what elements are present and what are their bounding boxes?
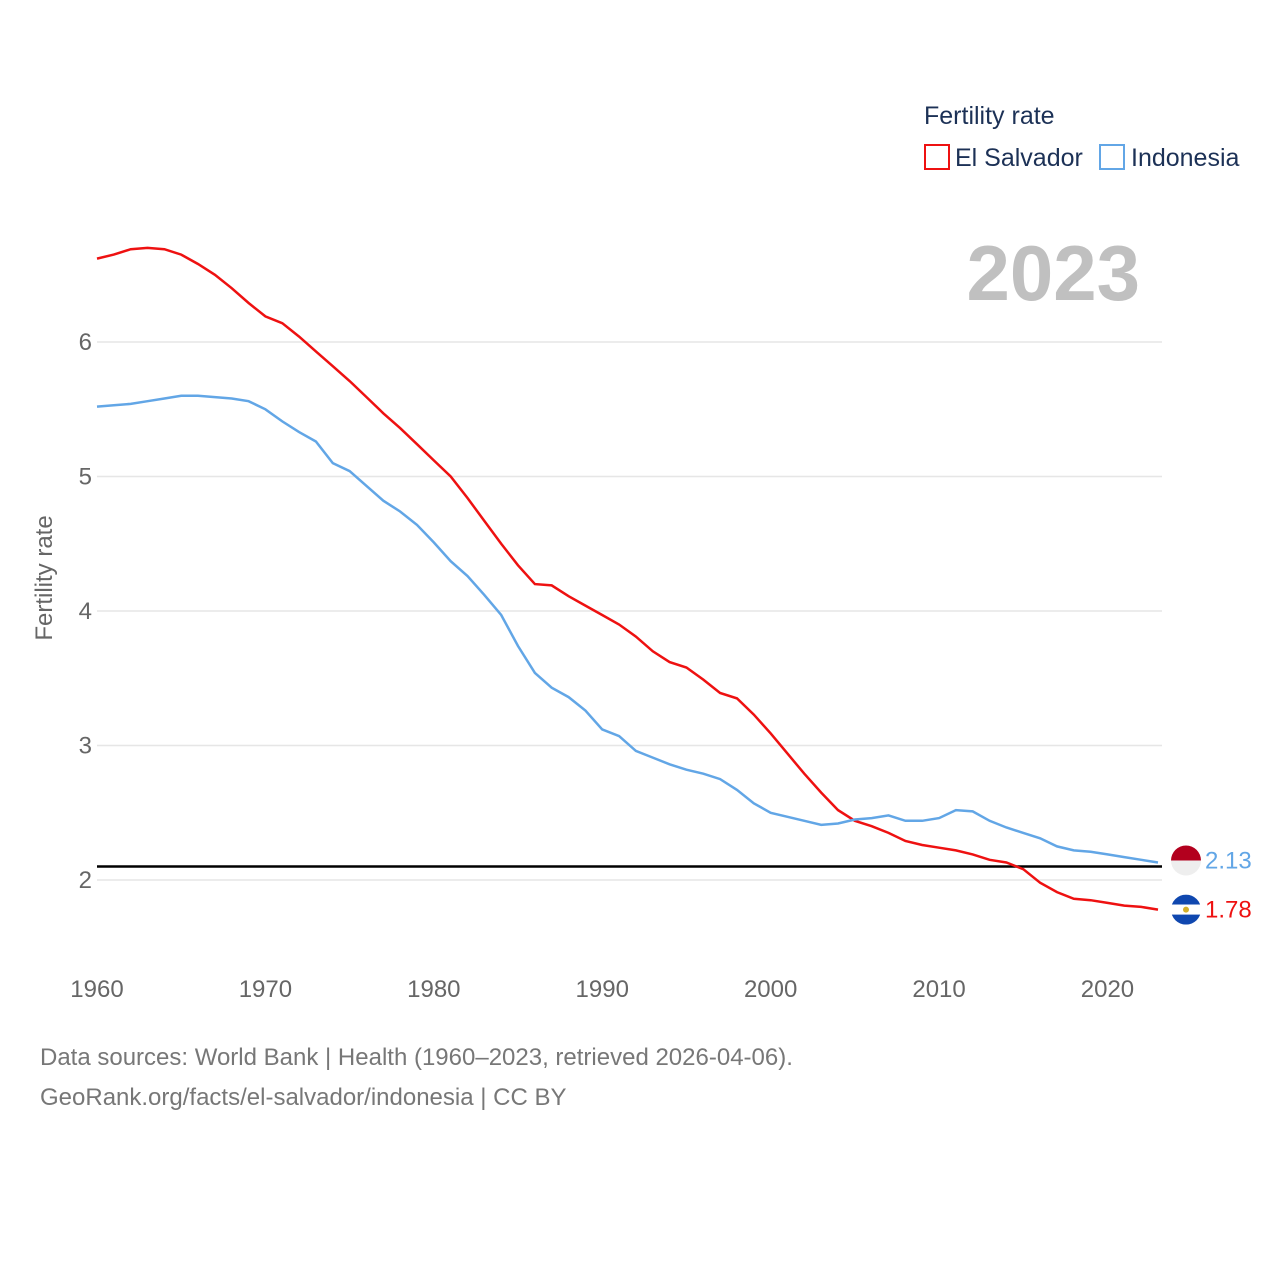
- series-line-el-salvador: [96, 246, 1159, 911]
- end-value-label-indonesia: 2.13: [1205, 848, 1252, 875]
- end-value-label-el-salvador: 1.78: [1205, 897, 1252, 924]
- y-axis-title: Fertility rate: [31, 515, 58, 640]
- legend-label-el-salvador: El Salvador: [955, 144, 1083, 172]
- legend-swatch-indonesia: [1099, 144, 1125, 170]
- y-tick-label: 5: [79, 464, 92, 491]
- x-tick-label: 1980: [407, 976, 460, 1003]
- y-tick-label: 4: [79, 598, 92, 625]
- x-tick-label: 1990: [576, 976, 629, 1003]
- x-tick-label: 2010: [912, 976, 965, 1003]
- x-axis-ticks: 1960 1970 1980 1990 2000 2010 2020: [70, 976, 1134, 1003]
- gridlines: [97, 341, 1162, 881]
- series-line-indonesia: [96, 394, 1159, 864]
- x-tick-label: 2020: [1081, 976, 1134, 1003]
- x-tick-label: 1960: [70, 976, 123, 1003]
- y-tick-label: 3: [79, 733, 92, 760]
- el-salvador-flag-icon: [1171, 894, 1201, 925]
- x-tick-label: 1970: [239, 976, 292, 1003]
- y-tick-label: 6: [79, 329, 92, 356]
- year-label: 2023: [966, 229, 1140, 317]
- indonesia-flag-icon: [1171, 845, 1201, 876]
- y-axis-ticks: 2 3 4 5 6: [79, 329, 92, 894]
- legend-label-indonesia: Indonesia: [1131, 144, 1240, 172]
- footer-attribution: GeoRank.org/facts/el-salvador/indonesia …: [40, 1084, 567, 1111]
- footer-sources: Data sources: World Bank | Health (1960–…: [40, 1044, 793, 1071]
- legend: Fertility rate El Salvador Indonesia: [924, 102, 1240, 172]
- x-tick-label: 2000: [744, 976, 797, 1003]
- y-tick-label: 2: [79, 867, 92, 894]
- legend-swatch-el-salvador: [924, 144, 950, 170]
- legend-title: Fertility rate: [924, 102, 1055, 130]
